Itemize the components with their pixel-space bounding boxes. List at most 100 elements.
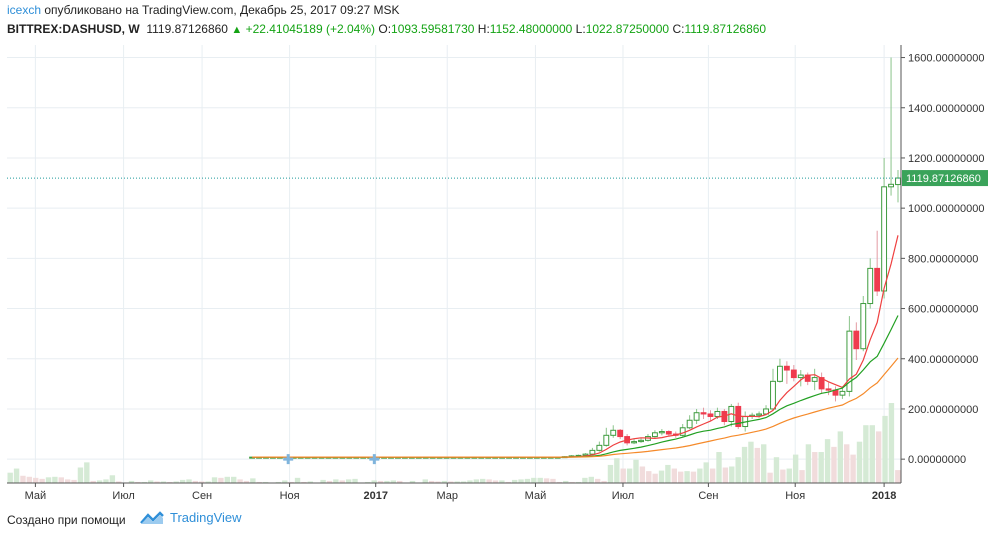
volume-bar	[243, 480, 250, 483]
x-tick-label: Ноя	[785, 490, 805, 502]
volume-bar	[435, 481, 441, 483]
x-tick-label: Май	[525, 490, 547, 502]
candle-body	[756, 413, 763, 416]
volume-bar	[665, 464, 671, 483]
volume-bar	[90, 480, 96, 483]
volume-bar	[697, 468, 703, 483]
volume-bar	[741, 446, 748, 483]
volume-bar	[186, 479, 192, 483]
volume-bar	[518, 479, 524, 483]
volume-bar	[282, 480, 288, 483]
x-tick-label: Ноя	[280, 490, 300, 502]
volume-bar	[716, 452, 722, 483]
volume-bar	[780, 469, 786, 483]
brand-name: TradingView	[170, 510, 242, 525]
volume-bar	[250, 478, 256, 483]
candle-body	[665, 431, 672, 435]
candle-body	[776, 365, 783, 382]
volume-bar	[499, 480, 505, 483]
volume-bar	[761, 444, 767, 483]
volume-bar	[52, 476, 58, 483]
y-tick-label: 1400.00000000	[908, 103, 984, 115]
volume-bar	[39, 478, 45, 483]
volume-bar	[218, 477, 224, 483]
volume-bar	[607, 464, 614, 483]
candle-body	[867, 267, 874, 305]
volume-bar	[690, 471, 697, 483]
up-arrow-icon: ▲	[231, 24, 243, 36]
volume-bar	[511, 479, 518, 483]
price-chart[interactable]: 0.00000000 200.00000000 400.00000000 600.00…	[0, 40, 996, 506]
y-tick-label: 1000.00000000	[908, 203, 984, 215]
volume-bar	[786, 468, 792, 483]
volume-bar	[109, 475, 116, 483]
volume-bar	[875, 431, 882, 483]
volume-bar	[582, 477, 588, 483]
tradingview-brand[interactable]: TradingView	[140, 510, 242, 525]
volume-bar	[824, 439, 831, 483]
candle-body	[790, 369, 797, 379]
volume-bar	[537, 477, 543, 483]
y-tick-label: 200.00000000	[908, 404, 978, 416]
published-text: опубликовано на TradingView.com, Декабрь…	[44, 3, 400, 17]
volume-bar	[128, 480, 135, 483]
volume-bar	[84, 462, 90, 483]
volume-bar	[831, 446, 837, 483]
x-tick-label: Июл	[612, 490, 634, 502]
close-label: C:	[672, 22, 685, 36]
volume-bar	[594, 478, 601, 483]
y-tick-label: 1600.00000000	[908, 53, 984, 65]
volume-bar	[301, 481, 307, 483]
volume-bar	[371, 480, 377, 483]
volume-bar	[71, 479, 77, 483]
volume-bar	[818, 452, 824, 483]
candle-body	[811, 377, 818, 382]
publish-line: icexch опубликовано на TradingView.com, …	[7, 3, 400, 17]
candle-body	[860, 303, 867, 350]
volume-bar	[211, 477, 218, 483]
volume-bar	[154, 481, 160, 483]
low-label: L:	[575, 22, 586, 36]
candle-body	[853, 330, 860, 350]
volume-bar	[275, 481, 282, 483]
plus-marker-icon[interactable]	[369, 454, 380, 465]
author-name[interactable]: icexch	[7, 3, 42, 17]
volume-bar	[473, 479, 480, 483]
volume-bar	[333, 479, 339, 483]
candle-body	[679, 427, 686, 436]
x-tick-label: Сен	[698, 490, 718, 502]
y-tick-label: 0.00000000	[908, 454, 966, 466]
y-tick-label: 1200.00000000	[908, 153, 984, 165]
change-value: +22.41045189 (+2.04%)	[245, 22, 376, 36]
volume-bar	[505, 481, 511, 483]
volume-bar	[262, 481, 269, 483]
candle-body	[596, 444, 603, 451]
volume-bar	[294, 477, 301, 483]
y-tick-label: 800.00000000	[908, 253, 978, 265]
candle-body	[797, 374, 804, 379]
volume-bar	[467, 480, 473, 483]
candle-body	[582, 453, 589, 456]
volume-bar	[160, 481, 167, 483]
volume-bar	[205, 481, 211, 483]
volume-bar	[384, 480, 390, 483]
open-label: O:	[378, 22, 392, 36]
x-tick-label: Мар	[436, 490, 458, 502]
plus-marker-icon[interactable]	[283, 454, 294, 465]
candle-body	[783, 365, 790, 371]
x-tick-label: 2018	[872, 490, 896, 502]
candle-body	[839, 390, 846, 396]
volume-bar	[869, 425, 875, 483]
candle-body	[874, 267, 881, 292]
volume-bar	[167, 481, 173, 483]
volume-bar	[588, 476, 594, 483]
close-value: 1119.87126860	[684, 22, 767, 36]
volume-bar	[792, 454, 799, 483]
volume-bar	[103, 479, 109, 483]
volume-bar	[856, 441, 863, 483]
volume-bar	[812, 452, 818, 483]
volume-bar	[639, 466, 646, 483]
high-value: 1152.48000000	[489, 22, 573, 36]
candle-body	[895, 177, 901, 186]
volume-bar	[141, 481, 147, 483]
